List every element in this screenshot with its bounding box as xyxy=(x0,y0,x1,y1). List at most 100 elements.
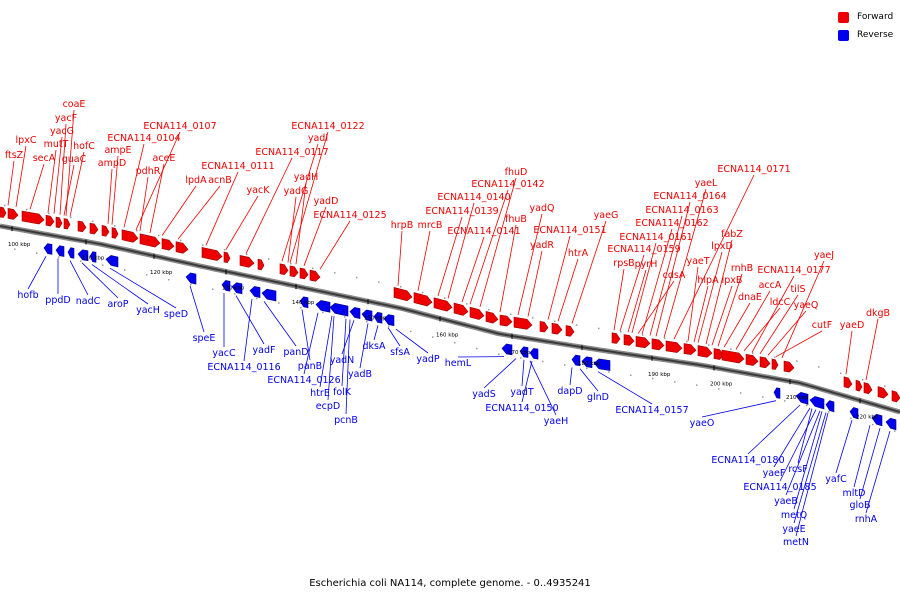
tick-label: 110 kbp xyxy=(82,256,105,262)
forward-leader-line xyxy=(135,131,181,231)
guide-dot xyxy=(554,320,556,323)
forward-gene-arrow xyxy=(611,332,621,344)
guide-dot xyxy=(488,308,490,311)
guide-dot xyxy=(388,325,390,327)
forward-gene-arrow xyxy=(783,360,795,373)
forward-swatch xyxy=(838,11,849,23)
reverse-gene-label: speD xyxy=(164,309,188,320)
forward-gene-arrow xyxy=(257,258,265,271)
reverse-gene-label: yaeB xyxy=(774,496,798,507)
forward-gene-label: hrpB xyxy=(391,220,413,231)
forward-gene-arrow xyxy=(393,287,413,302)
reverse-gene-arrow xyxy=(315,300,331,313)
reverse-gene-label: panD xyxy=(283,347,308,358)
guide-dot xyxy=(598,327,600,330)
forward-leader-line xyxy=(69,151,85,217)
reverse-gene-arrow xyxy=(361,309,373,322)
forward-gene-label: lpxB xyxy=(722,275,743,286)
forward-gene-label: ftsZ xyxy=(5,150,24,161)
forward-gene-arrow xyxy=(89,222,99,235)
forward-gene-label: yacG xyxy=(50,126,74,137)
forward-gene-arrow xyxy=(721,349,745,364)
reverse-gene-arrow xyxy=(773,387,781,399)
forward-gene-label: ECNA114_0161 xyxy=(619,232,692,243)
guide-dot xyxy=(246,253,248,256)
forward-gene-arrow xyxy=(863,382,873,395)
forward-leader-line xyxy=(613,268,625,331)
forward-gene-label: yadH xyxy=(294,172,319,183)
reverse-gene-label: dksA xyxy=(363,341,386,352)
forward-gene-arrow xyxy=(299,267,309,280)
guide-dot xyxy=(476,347,478,350)
reverse-gene-arrow xyxy=(299,296,309,309)
reverse-leader-line xyxy=(345,319,351,415)
reverse-gene-label: yaeO xyxy=(690,418,715,429)
forward-gene-label: yadG xyxy=(284,186,309,197)
forward-leader-line xyxy=(161,185,197,236)
guide-dot xyxy=(520,357,522,359)
reverse-leader-line xyxy=(91,264,149,305)
reverse-leader-line xyxy=(835,419,853,474)
guide-dot xyxy=(532,317,534,319)
reverse-leader-line xyxy=(373,325,379,341)
reverse-gene-label: sfsA xyxy=(390,347,410,358)
forward-leader-line xyxy=(517,213,543,315)
reverse-gene-label: yadS xyxy=(472,389,496,400)
guide-dot xyxy=(740,392,742,394)
guide-dot xyxy=(322,311,324,314)
forward-leader-line xyxy=(631,242,657,333)
guide-dot xyxy=(256,297,258,300)
guide-dot xyxy=(124,269,126,271)
forward-gene-arrow xyxy=(877,386,889,399)
backbone-shadow xyxy=(0,223,900,415)
reverse-gene-arrow xyxy=(593,358,611,371)
forward-gene-label: pdhR xyxy=(136,166,161,177)
reverse-gene-arrow xyxy=(871,413,883,427)
forward-leader-line xyxy=(177,185,221,240)
tick-label: 200 kbp xyxy=(710,382,733,388)
reverse-gene-label: yaeH xyxy=(544,416,568,427)
forward-gene-label: fabZ xyxy=(721,229,743,240)
reverse-leader-line xyxy=(387,327,401,347)
guide-dot xyxy=(224,249,226,251)
reverse-gene-label: ECNA114_0180 xyxy=(711,455,784,466)
forward-gene-arrow xyxy=(651,338,665,351)
reverse-gene-label: ECNA114_0126 xyxy=(267,375,340,386)
guide-dot xyxy=(180,239,182,242)
forward-leader-line xyxy=(397,230,403,286)
guide-dot xyxy=(410,330,412,333)
forward-gene-arrow xyxy=(21,210,45,225)
guide-dot xyxy=(268,258,270,260)
guide-dot xyxy=(696,384,698,386)
forward-gene-arrow xyxy=(453,302,469,316)
reverse-leader-line xyxy=(69,260,89,296)
tick-label: 180 kbp xyxy=(578,361,601,367)
forward-gene-arrow xyxy=(843,376,853,389)
reverse-leader-line xyxy=(795,412,829,537)
reverse-gene-label: yadF xyxy=(253,345,276,356)
guide-dot xyxy=(114,225,116,227)
forward-gene-label: ECNA114_0162 xyxy=(635,218,708,229)
guide-dot xyxy=(818,366,820,368)
forward-leader-line xyxy=(743,307,781,352)
guide-dot xyxy=(70,216,72,219)
guide-dot xyxy=(190,283,192,286)
forward-gene-arrow xyxy=(7,208,19,220)
reverse-gene-arrow xyxy=(105,255,119,268)
forward-gene-label: yaeJ xyxy=(814,250,834,261)
guide-dot xyxy=(630,374,632,376)
forward-leader-line xyxy=(845,330,853,375)
forward-gene-arrow xyxy=(855,379,863,392)
forward-gene-label: yadI xyxy=(308,133,328,144)
guide-dot xyxy=(850,417,852,419)
reverse-leader-line xyxy=(747,404,801,455)
forward-gene-arrow xyxy=(201,247,223,261)
guide-dot xyxy=(300,307,302,309)
forward-gene-label: dkgB xyxy=(866,308,890,319)
forward-leader-line xyxy=(225,195,259,250)
forward-gene-label: yaeQ xyxy=(794,300,819,311)
tick-label: 220 kbp xyxy=(856,414,879,420)
guide-dot xyxy=(202,244,204,246)
tick-label: 210 kbp xyxy=(786,395,809,401)
